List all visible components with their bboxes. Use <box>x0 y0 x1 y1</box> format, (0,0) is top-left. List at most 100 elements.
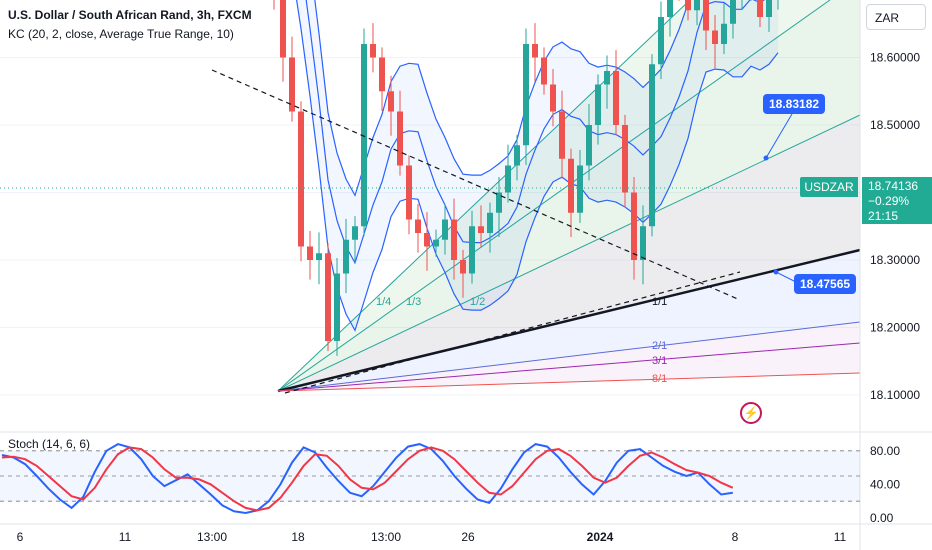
gann-label: 2/1 <box>652 340 667 352</box>
last-price: 18.74136 <box>868 179 919 193</box>
gann-label: 1/4 <box>376 296 391 308</box>
candle-body <box>604 71 610 85</box>
candle-body <box>424 233 430 247</box>
lightning-icon[interactable]: ⚡ <box>740 402 762 424</box>
gann-line <box>277 0 831 392</box>
gann-label: 1/2 <box>470 296 485 308</box>
candle-body <box>658 17 664 65</box>
price-grid <box>0 57 860 396</box>
last-price-tag: 18.74136 −0.29% 21:15 <box>862 177 932 224</box>
candle-body <box>613 71 619 125</box>
candle-body <box>379 57 385 92</box>
time-tick: 11 <box>119 530 132 544</box>
time-tick: 26 <box>461 530 475 544</box>
candle-body <box>559 111 565 159</box>
price-tick: 18.30000 <box>870 253 920 267</box>
candle-body <box>541 57 547 85</box>
candle-body <box>568 158 574 213</box>
candle-body <box>469 226 475 274</box>
gann-line <box>277 0 691 392</box>
candle-body <box>730 0 736 24</box>
stoch-d-line <box>1 446 734 512</box>
candle-body <box>550 84 556 112</box>
stoch-tick: 40.00 <box>870 477 900 491</box>
gann-line <box>277 114 861 392</box>
candle-body <box>712 30 718 44</box>
candle-body <box>433 239 439 247</box>
time-tick: 18 <box>291 530 305 544</box>
candle-body <box>397 111 403 166</box>
indicator-label[interactable]: KC (20, 2, close, Average True Range, 10… <box>8 27 234 41</box>
candle-body <box>442 219 448 240</box>
candle-body <box>478 226 484 233</box>
gann-line <box>277 248 861 393</box>
gann-label: 8/1 <box>652 373 667 385</box>
candle-body <box>667 0 673 17</box>
candle-body <box>451 219 457 260</box>
candle-series[interactable] <box>1 0 781 356</box>
candle-body <box>721 23 727 44</box>
candle-body <box>505 165 511 193</box>
candle-body <box>325 253 331 341</box>
price-tick: 18.10000 <box>870 388 920 402</box>
stochastic-pane: 80.00 40.00 0.00 <box>0 431 932 525</box>
price-label-upper[interactable]: 18.83182 <box>763 94 826 114</box>
candle-body <box>289 57 295 112</box>
keltner-fill <box>296 0 778 331</box>
symbol-tag: USDZAR <box>800 177 858 197</box>
gann-fan-lines <box>277 0 861 393</box>
stoch-label[interactable]: Stoch (14, 6, 6) <box>8 437 91 451</box>
gann-label: 1/3 <box>406 296 421 308</box>
candle-body <box>334 273 340 341</box>
candle-body <box>280 0 286 58</box>
candle-body <box>415 219 421 233</box>
gann-label: 3/1 <box>652 355 667 367</box>
candle-body <box>460 260 466 274</box>
candle-body <box>388 91 394 112</box>
gann-line <box>277 321 861 392</box>
callout-dot <box>773 269 779 275</box>
time-tick: 11 <box>834 530 847 544</box>
candle-body <box>406 165 412 220</box>
callout-dot <box>763 155 769 161</box>
price-label-lower[interactable]: 18.47565 <box>794 274 857 294</box>
dashed-downtrend <box>211 69 741 301</box>
candle-body <box>298 111 304 247</box>
stoch-tick: 0.00 <box>870 511 894 525</box>
price-tick: 18.50000 <box>870 118 920 132</box>
time-tick: 6 <box>17 530 24 544</box>
trend-lines[interactable] <box>211 69 801 394</box>
candle-body <box>631 192 637 260</box>
stoch-k-line <box>1 443 733 515</box>
candle-body <box>622 125 628 193</box>
candle-body <box>532 44 538 58</box>
dashed-uptrend <box>284 271 741 394</box>
bar-countdown: 21:15 <box>868 209 899 223</box>
candle-body <box>370 44 376 58</box>
candle-body <box>757 0 763 17</box>
chart-title: U.S. Dollar / South African Rand, 3h, FX… <box>8 8 252 22</box>
candle-body <box>352 226 358 240</box>
candle-body <box>703 0 709 31</box>
candle-body <box>343 239 349 274</box>
candle-body <box>523 44 529 146</box>
price-tick: 18.20000 <box>870 321 920 335</box>
candle-body <box>496 192 502 213</box>
keltner-band-fill <box>296 0 778 331</box>
candle-body <box>766 0 772 17</box>
callout-line <box>765 113 793 159</box>
candle-body <box>514 145 520 166</box>
gann-line <box>277 372 861 392</box>
price-change: −0.29% <box>868 194 910 208</box>
candle-body <box>595 84 601 125</box>
candle-body <box>307 246 313 260</box>
candle-body <box>685 0 691 11</box>
currency-selector[interactable]: ZAR <box>866 4 926 30</box>
gann-labels: 1/4 1/3 1/2 1/1 2/1 3/1 8/1 <box>376 296 667 385</box>
time-tick: 8 <box>732 530 739 544</box>
time-tick: 13:00 <box>371 530 401 544</box>
candle-body <box>586 125 592 166</box>
time-tick: 13:00 <box>197 530 227 544</box>
gann-label: 1/1 <box>652 296 667 308</box>
